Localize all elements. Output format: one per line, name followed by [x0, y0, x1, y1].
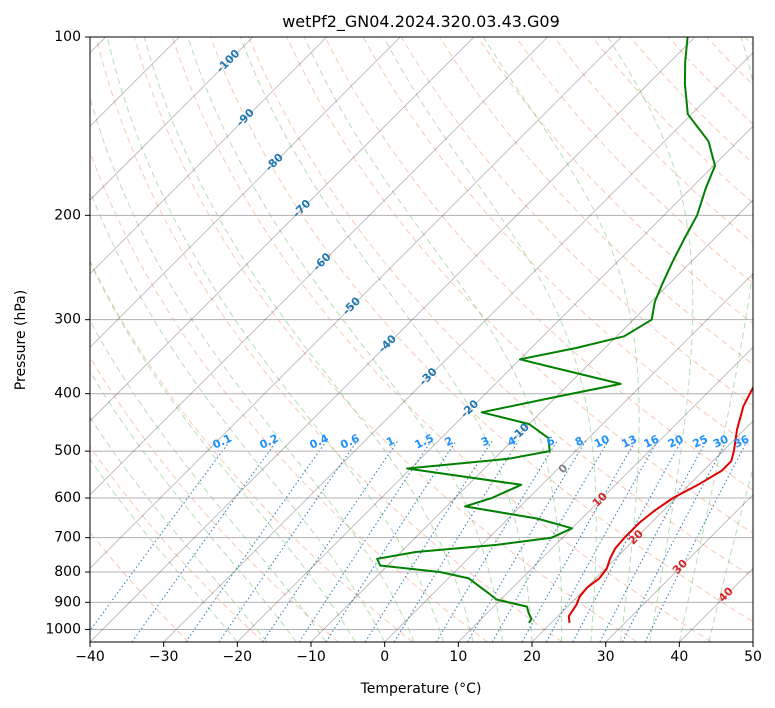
mixing-ratio-line: [90, 440, 231, 632]
y-tick-label: 400: [54, 386, 81, 402]
x-tick-label: 30: [597, 649, 615, 665]
isotherm-line: [90, 37, 475, 422]
moist-adiabat: [90, 260, 356, 642]
x-tick-label: 50: [744, 649, 762, 665]
y-tick-label: 300: [54, 312, 81, 328]
x-tick-label: 20: [523, 649, 541, 665]
moist-adiabat: [383, 37, 597, 642]
moist-adiabat: [90, 319, 327, 642]
dry-adiabat: [248, 37, 753, 578]
mixing-ratio-label: 10: [592, 432, 612, 450]
isotherm-line: [90, 37, 548, 496]
isotherm-line: [90, 37, 696, 642]
chart-title: wetPf2_GN04.2024.320.03.43.G09: [282, 12, 560, 32]
mixing-ratio-label: 16: [642, 432, 662, 450]
isotherm-line: [90, 37, 327, 275]
dry-adiabat: [171, 37, 712, 642]
x-tick-label: 40: [670, 649, 688, 665]
mixing-ratio-line: [521, 440, 637, 642]
x-tick-label: −30: [149, 649, 179, 665]
mixing-ratio-line: [185, 440, 328, 642]
mixing-ratio-label: 20: [666, 432, 686, 450]
isotherm-line: [384, 273, 753, 642]
y-tick-label: 600: [54, 490, 81, 506]
mixing-ratio-line: [435, 440, 558, 642]
moist-adiabat: [678, 37, 753, 642]
moist-adiabat: [303, 37, 563, 642]
moist-adiabat: [90, 189, 386, 642]
dry-adiabat: [286, 37, 753, 534]
isotherm-line: [531, 420, 753, 642]
x-tick-label: −20: [223, 649, 253, 665]
y-tick-label: 200: [54, 207, 81, 223]
mixing-ratio-line: [131, 440, 278, 642]
pressure-gridlines: [90, 37, 753, 630]
moist-adiabat: [106, 37, 445, 642]
mixing-ratio-line: [545, 440, 659, 642]
moist-adiabat: [90, 416, 268, 642]
mixing-ratio-line: [364, 440, 493, 642]
moist-adiabat: [90, 458, 238, 642]
y-tick-label: 100: [54, 29, 81, 45]
mixing-ratio-line: [298, 440, 432, 642]
mixing-ratio-line: [393, 440, 520, 642]
dry-adiabat: [90, 445, 264, 642]
y-tick-label: 700: [54, 530, 81, 546]
isotherm-line: [90, 37, 622, 569]
isotherm-line: [237, 125, 753, 642]
isotherm-line: [163, 52, 753, 642]
moist-adiabat: [90, 96, 415, 642]
y-axis-label: Pressure (hPa): [13, 290, 29, 390]
y-tick-label: 500: [54, 443, 81, 459]
moist-adiabat: [143, 37, 474, 642]
isotherm-lines: [90, 37, 753, 642]
mixing-ratio-label: 25: [691, 433, 710, 451]
y-tick-label: 1000: [45, 621, 81, 637]
x-tick-label: 10: [449, 649, 467, 665]
isotherm-line: [605, 494, 753, 642]
dry-adiabat: [90, 356, 339, 642]
background-lines: [90, 37, 753, 642]
x-axis-label: Temperature (°C): [360, 681, 482, 697]
moist-adiabat: [482, 37, 640, 642]
y-tick-label: 800: [54, 564, 81, 580]
dry-adiabat: [515, 37, 753, 284]
dry-adiabat: [90, 259, 414, 642]
mixing-ratio-label: 30: [711, 432, 731, 450]
sounding-profiles: [376, 37, 753, 624]
dry-adiabat: [324, 37, 753, 491]
isotherm-line: [90, 37, 401, 348]
dewpoint-line: [376, 37, 716, 624]
mixing-ratio-line: [467, 440, 587, 642]
temperature-line: [567, 385, 753, 624]
isotherm-line: [90, 37, 254, 201]
x-tick-label: 0: [380, 649, 389, 665]
moist-adiabat: [607, 37, 694, 642]
moist-adiabat: [708, 466, 753, 642]
mixing-ratio-line: [644, 440, 748, 642]
dry-adiabat: [210, 37, 753, 623]
x-tick-label: −40: [75, 649, 105, 665]
mixing-ratio-line: [491, 440, 609, 642]
x-tick-label: −10: [296, 649, 326, 665]
plot-frame: [89, 36, 754, 643]
dry-adiabat: [95, 37, 563, 642]
moist-adiabat: [239, 37, 533, 642]
moist-adiabat: [90, 370, 297, 642]
isotherm-line: [458, 346, 753, 642]
axis-ticks: −40 −30 −20 −10 0 10 20 30 40 50 1000 900 800 700 600 5…: [45, 29, 762, 665]
dry-adiabat: [133, 37, 638, 642]
mixing-ratio-label: 36: [732, 432, 752, 450]
y-tick-label: 900: [54, 594, 81, 610]
mixing-ratio-line: [262, 440, 399, 642]
mixing-ratio-label: 13: [620, 433, 639, 451]
mixing-ratio-line: [572, 440, 683, 642]
